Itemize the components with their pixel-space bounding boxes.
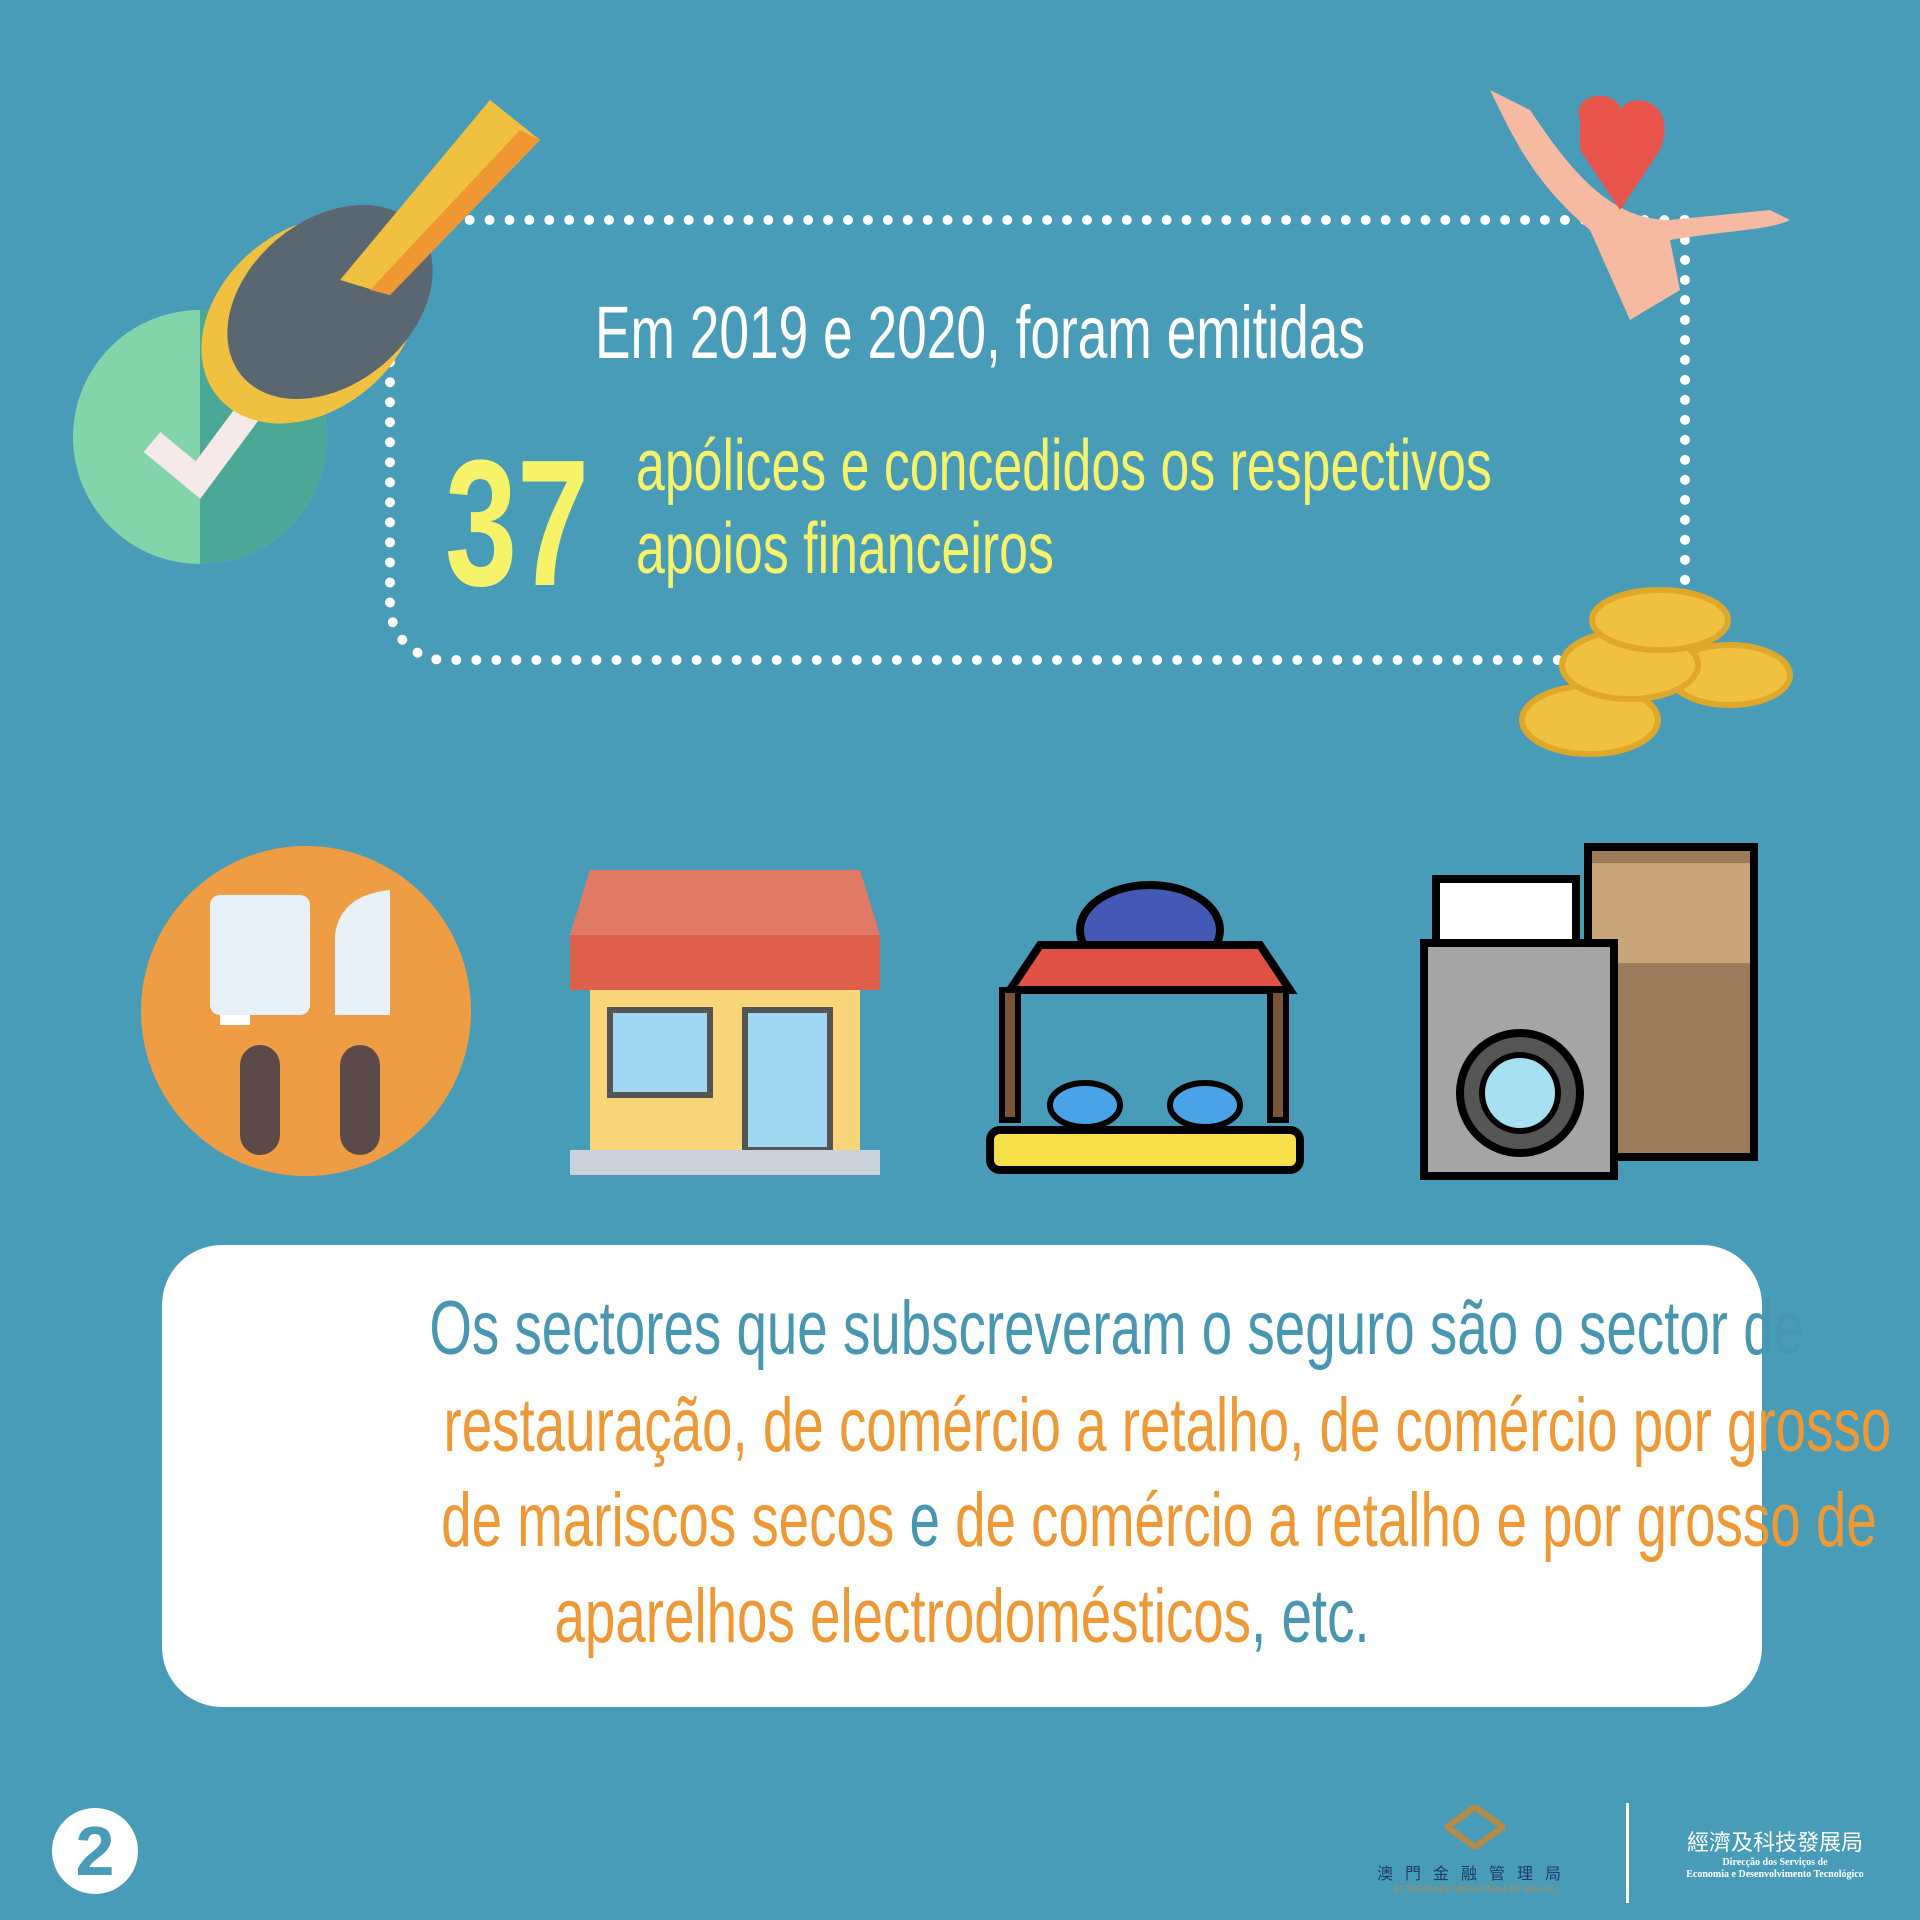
amcm-emblem-icon <box>1441 1803 1509 1851</box>
stamp-check-icon <box>73 100 540 564</box>
sectors-line2: restauração, de comércio a retalho, de c… <box>443 1383 1892 1468</box>
hands-heart-icon <box>1490 90 1790 320</box>
dset-name-pt1: Direcção dos Serviços de <box>1722 1857 1828 1868</box>
policy-count: 37 <box>445 423 590 624</box>
sectors-card: Os sectores que subscreveram o seguro sã… <box>162 1245 1892 1707</box>
dotted-frame <box>385 215 1690 665</box>
headline-line3: apoios financeiros <box>636 509 1054 589</box>
restaurant-icon <box>141 846 471 1176</box>
logo-divider <box>1626 1803 1629 1903</box>
dset-name-pt2: Economia e Desenvolvimento Tecnológico <box>1686 1869 1864 1880</box>
sectors-line3: de mariscos secos e de comércio a retalh… <box>441 1478 1877 1563</box>
headline-line1: Em 2019 e 2020, foram emitidas <box>595 291 1366 374</box>
amcm-logo: 澳門金融管理局 AUTORIDADE MONETÁRIA DE MACAU <box>1360 1803 1590 1894</box>
store-icon <box>570 870 880 1175</box>
headline-line2: apólices e concedidos os respectivos <box>636 426 1492 506</box>
page-number: 2 <box>52 1808 138 1894</box>
coins-icon <box>1519 587 1793 757</box>
amcm-name-zh: 澳門金融管理局 <box>1376 1866 1573 1883</box>
appliances-icon <box>1420 843 1758 1180</box>
sectors-line1: Os sectores que subscreveram o seguro sã… <box>429 1286 1805 1371</box>
dset-name-zh: 經濟及科技發展局 <box>1686 1830 1863 1855</box>
fish-stall-icon <box>986 881 1304 1174</box>
sectors-line4: aparelhos electrodomésticos, etc. <box>554 1574 1370 1659</box>
dset-logo: 經濟及科技發展局 Direcção dos Serviços de Econom… <box>1650 1825 1900 1881</box>
amcm-name-pt: AUTORIDADE MONETÁRIA DE MACAU <box>1392 1884 1558 1894</box>
